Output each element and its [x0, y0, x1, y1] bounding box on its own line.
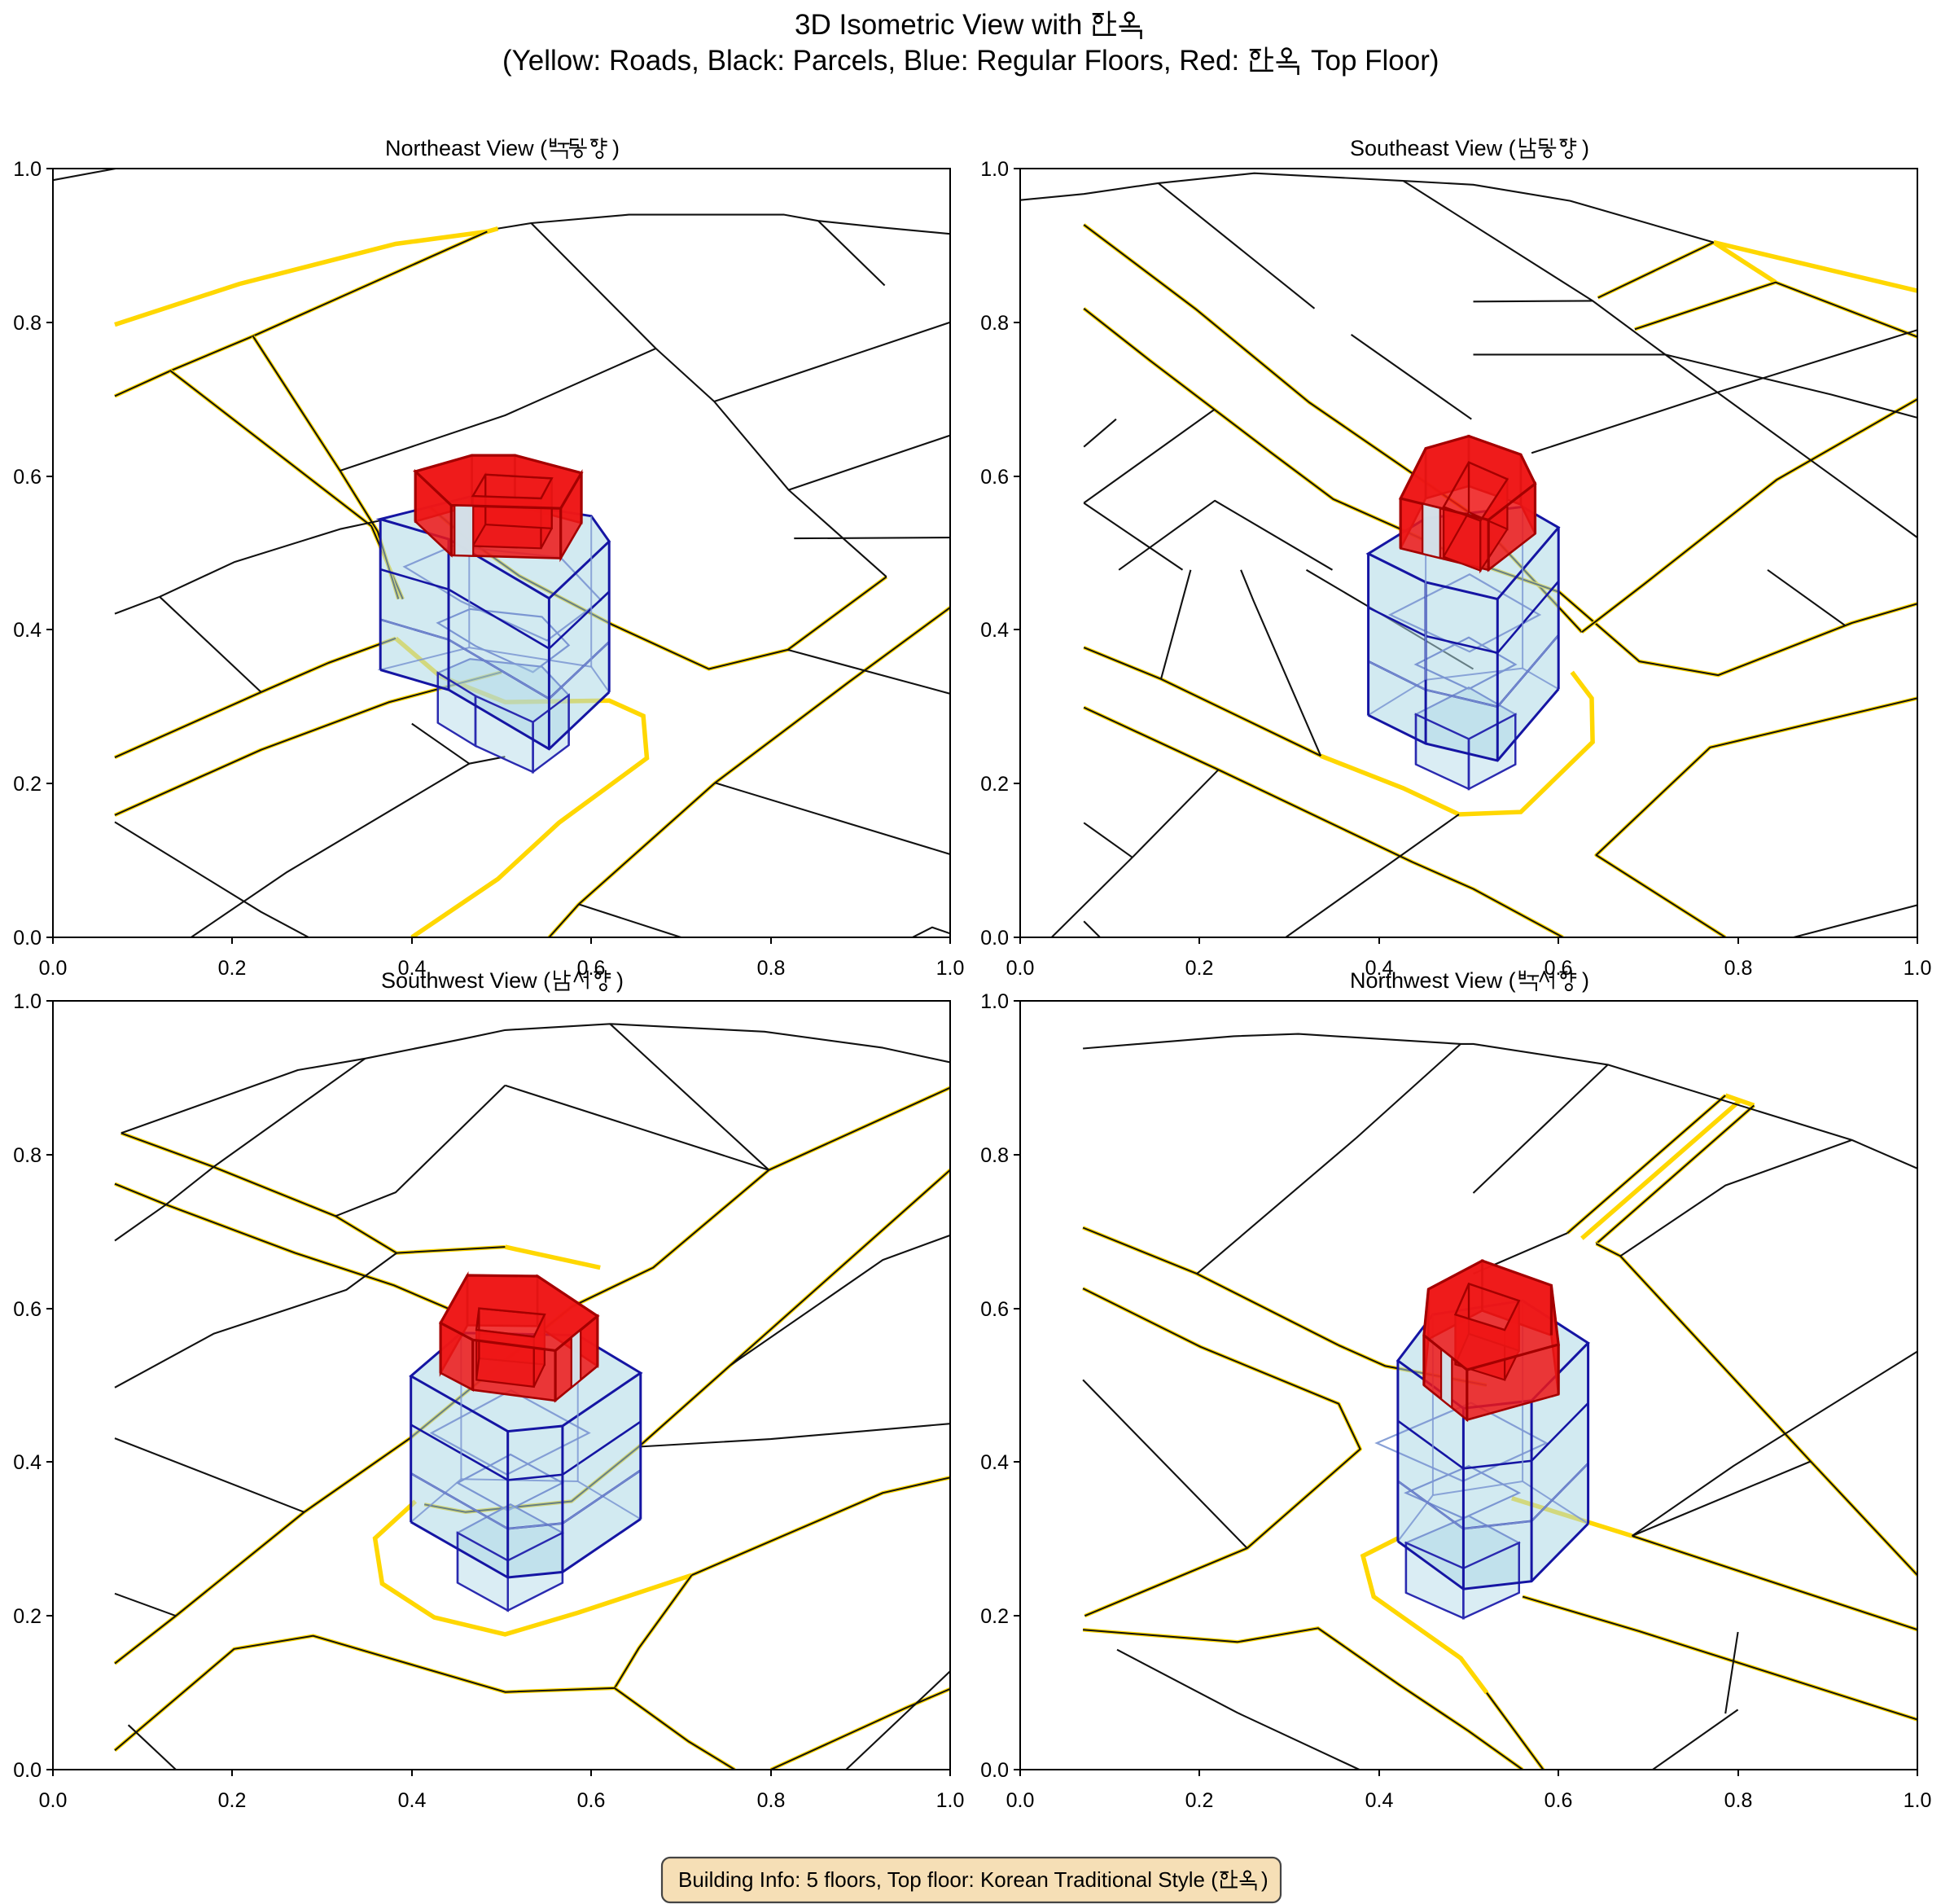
svg-text:0.8: 0.8	[980, 1144, 1009, 1167]
svg-text:0.0: 0.0	[980, 1759, 1009, 1782]
svg-text:0.6: 0.6	[1544, 1789, 1573, 1812]
svg-text:Northwest View (: Northwest View (	[1350, 968, 1516, 993]
svg-text:0.4: 0.4	[980, 619, 1009, 642]
svg-text:0.2: 0.2	[218, 1789, 247, 1812]
svg-text:): )	[1261, 1867, 1268, 1892]
svg-text:Building Info: 5 floors, Top f: Building Info: 5 floors, Top floor: Kore…	[678, 1867, 1218, 1892]
svg-text:0.4: 0.4	[13, 1451, 42, 1474]
svg-text:1.0: 1.0	[1904, 957, 1932, 980]
svg-text:0.8: 0.8	[757, 957, 786, 980]
svg-text:): )	[616, 968, 624, 993]
svg-text:1.0: 1.0	[980, 990, 1009, 1013]
svg-text:0.6: 0.6	[980, 466, 1009, 489]
svg-text:Southeast View (: Southeast View (	[1350, 136, 1516, 160]
svg-text:): )	[612, 136, 620, 160]
svg-text:0.2: 0.2	[13, 1605, 42, 1628]
svg-text:1.0: 1.0	[13, 158, 42, 181]
svg-text:0.0: 0.0	[39, 957, 68, 980]
svg-text:0.0: 0.0	[13, 927, 42, 950]
svg-text:0.6: 0.6	[13, 1298, 42, 1321]
svg-text:0.4: 0.4	[398, 957, 427, 980]
svg-text:0.6: 0.6	[577, 957, 606, 980]
svg-text:0.6: 0.6	[577, 1789, 606, 1812]
svg-text:0.2: 0.2	[980, 773, 1009, 796]
svg-text:1.0: 1.0	[980, 158, 1009, 181]
svg-text:0.6: 0.6	[1544, 957, 1573, 980]
svg-text:0.8: 0.8	[1724, 1789, 1753, 1812]
svg-text:): )	[1582, 136, 1589, 160]
svg-text:Top Floor): Top Floor)	[1311, 45, 1439, 77]
svg-text:0.0: 0.0	[13, 1759, 42, 1782]
svg-text:1.0: 1.0	[936, 1789, 965, 1812]
svg-text:0.4: 0.4	[398, 1789, 427, 1812]
svg-text:(Yellow: Roads, Black: Parcels: (Yellow: Roads, Black: Parcels, Blue: Re…	[502, 45, 1239, 77]
svg-text:0.8: 0.8	[13, 1144, 42, 1167]
svg-text:0.8: 0.8	[757, 1789, 786, 1812]
svg-text:0.0: 0.0	[1006, 1789, 1035, 1812]
svg-text:Northeast View (: Northeast View (	[385, 136, 547, 160]
svg-text:0.4: 0.4	[980, 1451, 1009, 1474]
svg-text:0.0: 0.0	[1006, 957, 1035, 980]
svg-text:0.4: 0.4	[1365, 957, 1394, 980]
svg-text:1.0: 1.0	[13, 990, 42, 1013]
svg-text:3D Isometric View with: 3D Isometric View with	[795, 9, 1082, 41]
svg-text:1.0: 1.0	[1904, 1789, 1932, 1812]
svg-text:0.2: 0.2	[1185, 957, 1214, 980]
svg-text:1.0: 1.0	[936, 957, 965, 980]
svg-text:0.4: 0.4	[1365, 1789, 1394, 1812]
svg-text:0.0: 0.0	[980, 927, 1009, 950]
svg-text:Southwest View (: Southwest View (	[381, 968, 550, 993]
svg-text:0.0: 0.0	[39, 1789, 68, 1812]
svg-text:0.8: 0.8	[980, 312, 1009, 335]
svg-text:0.8: 0.8	[1724, 957, 1753, 980]
svg-text:0.2: 0.2	[980, 1605, 1009, 1628]
svg-text:0.2: 0.2	[13, 773, 42, 796]
svg-text:0.4: 0.4	[13, 619, 42, 642]
svg-text:0.2: 0.2	[1185, 1789, 1214, 1812]
svg-text:0.2: 0.2	[218, 957, 247, 980]
svg-text:): )	[1582, 968, 1589, 993]
svg-text:0.8: 0.8	[13, 312, 42, 335]
svg-text:0.6: 0.6	[13, 466, 42, 489]
svg-text:0.6: 0.6	[980, 1298, 1009, 1321]
